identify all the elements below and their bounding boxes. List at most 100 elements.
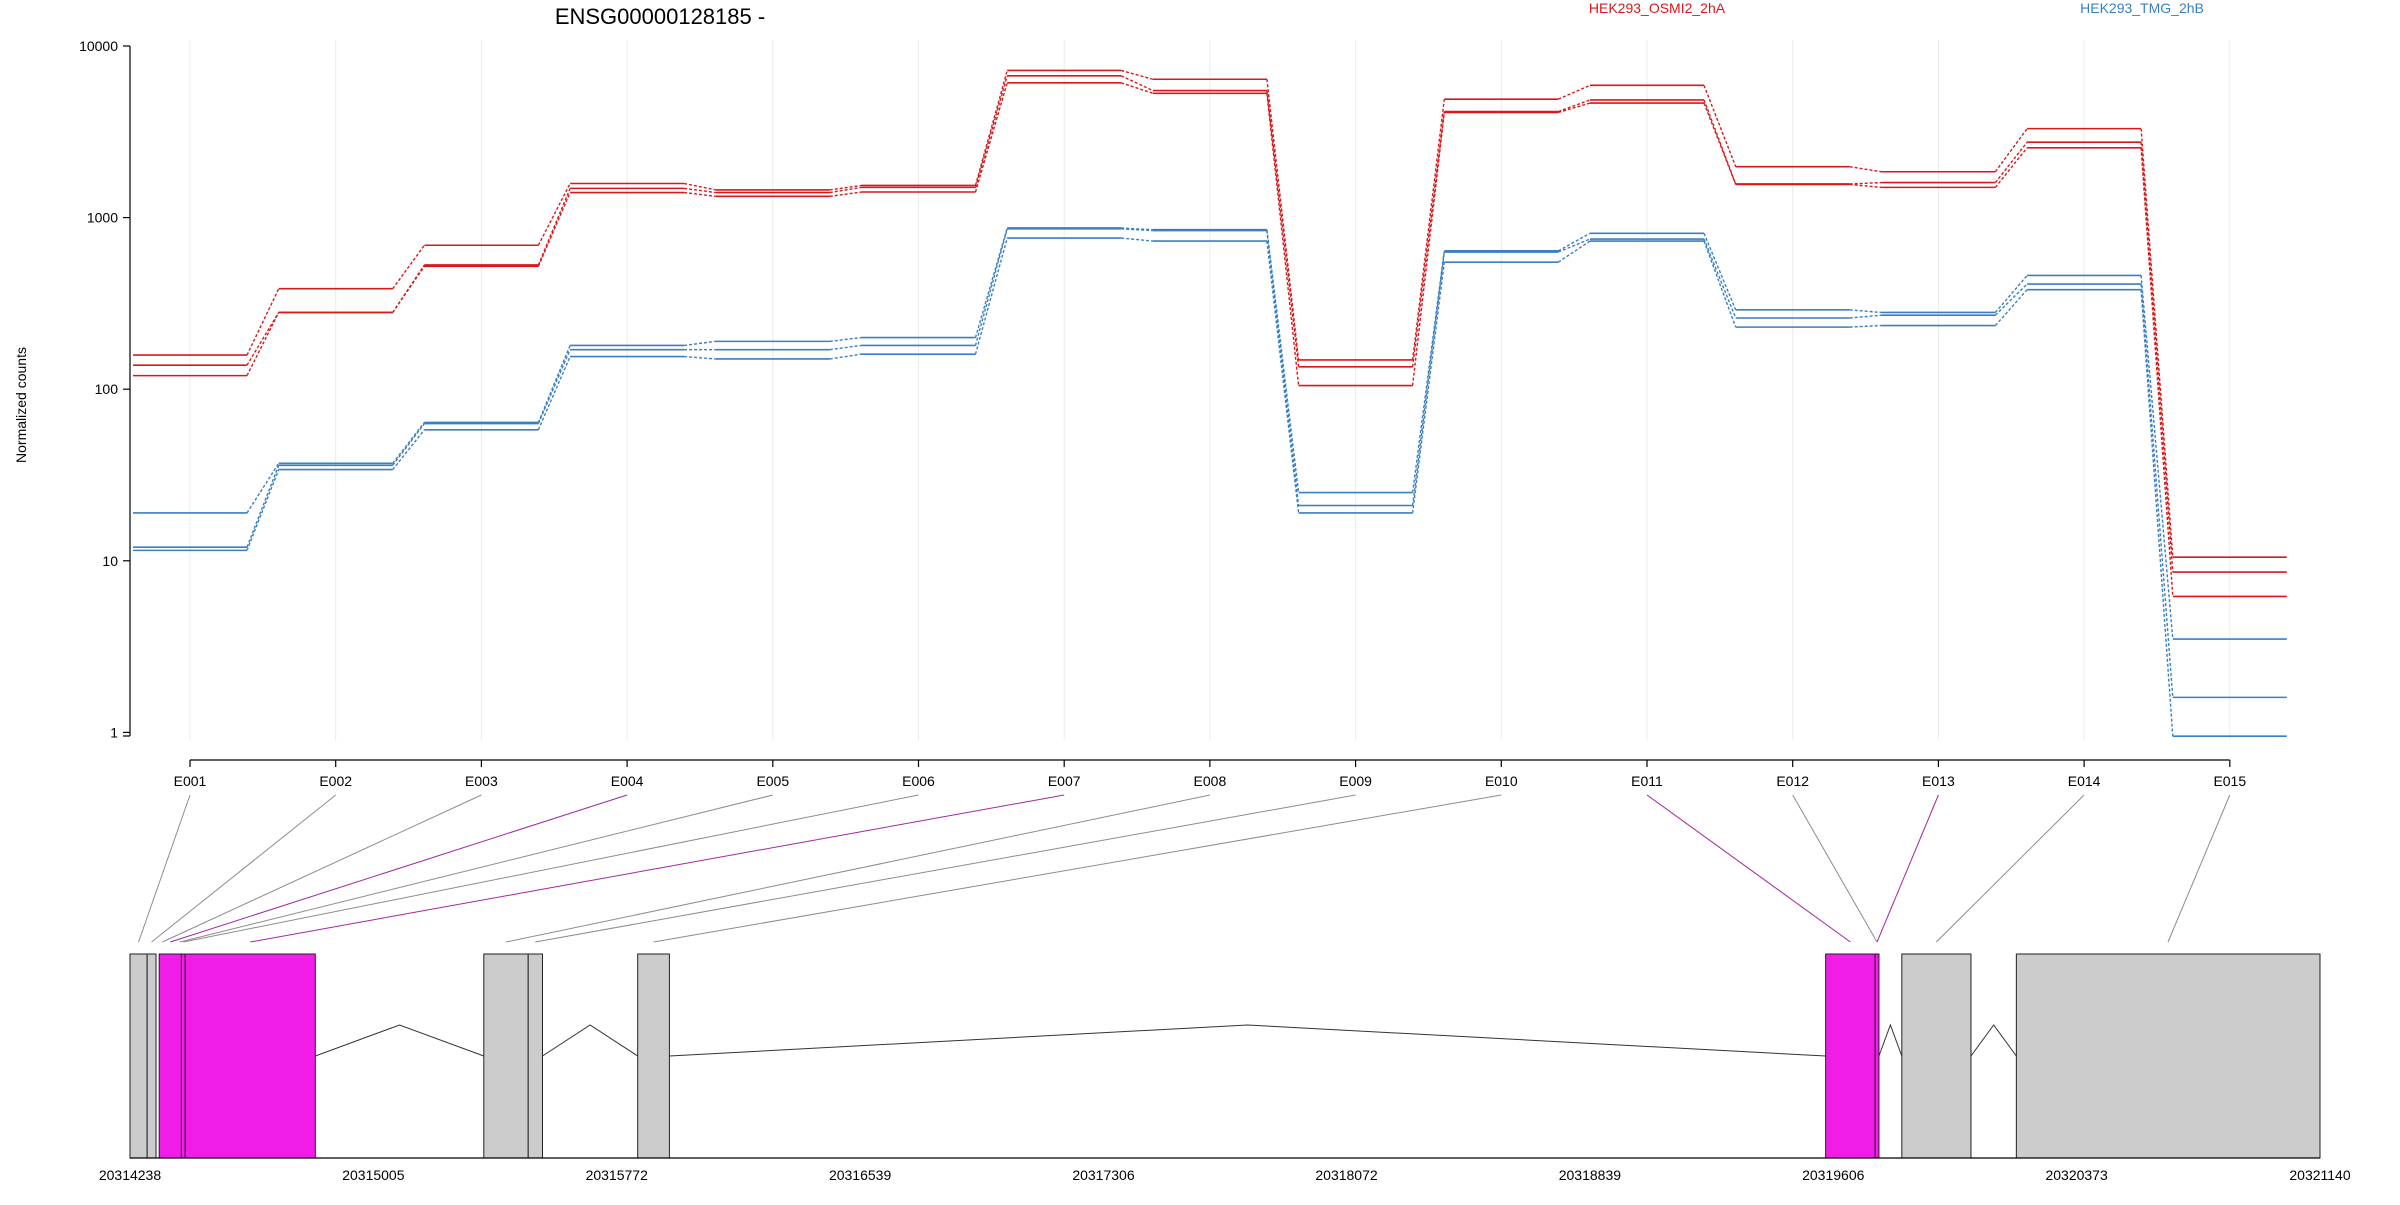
series-connector <box>246 312 280 366</box>
series-connector <box>1411 262 1445 514</box>
series-connector <box>1411 251 1445 506</box>
series-connector <box>1994 147 2028 188</box>
series-hek293_tmg_2hb-2 <box>133 228 2287 699</box>
series-connector <box>392 422 425 464</box>
series-connector <box>974 75 1008 188</box>
x-tick-label-e002: E002 <box>319 773 352 789</box>
exon-link-e011 <box>1646 794 1851 943</box>
genomic-tick-label: 20318072 <box>1315 1167 1378 1183</box>
series-connector <box>1121 237 1153 242</box>
exon-block <box>129 953 148 1159</box>
series-connector <box>2140 147 2174 597</box>
series-connector <box>1703 85 1737 167</box>
x-tick-label-e009: E009 <box>1339 773 1372 789</box>
series-connector <box>1994 141 2028 184</box>
y-axis-label: Normalized counts <box>13 347 29 463</box>
series-connector <box>537 349 571 424</box>
series-connector <box>392 265 425 313</box>
intron-line <box>1970 1024 2017 1057</box>
genomic-tick-label: 20315005 <box>342 1167 405 1183</box>
x-tick-label-e013: E013 <box>1922 773 1955 789</box>
exon-link-e004 <box>170 794 628 943</box>
series-connector <box>974 228 1008 346</box>
series-connector <box>1994 275 2028 313</box>
series-connector <box>1849 181 1882 185</box>
exon-block-highlighted <box>158 953 182 1159</box>
series-connector <box>1849 183 1882 189</box>
intron-line <box>542 1024 638 1057</box>
genomic-tick-label: 20318839 <box>1559 1167 1622 1183</box>
exon-block-highlighted <box>1825 953 1876 1159</box>
series-connector <box>1266 229 1300 493</box>
series-connector <box>1266 79 1300 361</box>
series-connector <box>829 336 862 343</box>
series-connector <box>829 344 862 351</box>
exon-link-e010 <box>653 794 1502 943</box>
y-tick-label: 100 <box>95 381 119 397</box>
x-tick-label-e012: E012 <box>1776 773 1809 789</box>
x-tick-label-e008: E008 <box>1194 773 1227 789</box>
series-connector <box>1849 166 1882 173</box>
exon-link-e006 <box>183 794 919 943</box>
chart-title: ENSG00000128185 - <box>555 4 765 29</box>
series-connector <box>1266 93 1300 386</box>
x-tick-label-e001: E001 <box>174 773 207 789</box>
y-tick-label: 10 <box>102 553 118 569</box>
series-connector <box>246 312 280 376</box>
genomic-tick-label: 20314238 <box>99 1167 162 1183</box>
series-connector <box>1558 84 1591 100</box>
x-tick-label-e006: E006 <box>902 773 935 789</box>
x-tick-label-e014: E014 <box>2068 773 2101 789</box>
exon-link-e001 <box>138 794 191 943</box>
series-connector <box>684 355 716 360</box>
exon-link-e002 <box>151 794 337 943</box>
exon-block <box>2015 953 2321 1159</box>
genomic-tick-label: 20319606 <box>1802 1167 1865 1183</box>
exon-link-e007 <box>250 794 1065 943</box>
series-connector <box>2140 275 2174 640</box>
y-tick-label: 1000 <box>87 210 118 226</box>
exon-block <box>637 953 670 1159</box>
series-connector <box>829 186 862 194</box>
series-connector <box>1849 314 1882 319</box>
series-connector <box>1994 289 2028 326</box>
genomic-tick-label: 20315772 <box>586 1167 649 1183</box>
series-connector <box>1849 309 1882 314</box>
series-hek293_tmg_2hb-1 <box>133 227 2287 640</box>
series-connector <box>537 192 571 267</box>
series-connector <box>974 227 1008 338</box>
intron-line <box>315 1024 484 1057</box>
series-connector <box>1266 90 1300 367</box>
series-connector <box>1558 99 1591 113</box>
series-connector <box>974 237 1008 355</box>
exon-block <box>483 953 529 1159</box>
series-connector <box>974 82 1008 193</box>
series-connector <box>537 356 571 431</box>
series-connector <box>1411 111 1445 367</box>
series-connector <box>1557 232 1591 252</box>
x-tick-label-e007: E007 <box>1048 773 1081 789</box>
exon-block-highlighted <box>1874 953 1880 1159</box>
y-tick-label: 10000 <box>79 38 118 54</box>
series-connector <box>1703 102 1737 185</box>
x-tick-label-e003: E003 <box>465 773 498 789</box>
exon-link-e013 <box>1876 794 1939 943</box>
x-tick-label-e004: E004 <box>611 773 644 789</box>
series-connector <box>1703 238 1737 319</box>
series-connector <box>1849 324 1882 328</box>
x-tick-label-e005: E005 <box>756 773 789 789</box>
series-connector <box>1557 240 1591 263</box>
series-connector <box>1121 69 1154 80</box>
series-connector <box>2140 283 2174 698</box>
x-tick-label-e011: E011 <box>1631 773 1663 789</box>
exon-link-e003 <box>162 794 482 943</box>
series-connector <box>392 429 425 471</box>
series-connector <box>829 184 862 191</box>
exon-link-e005 <box>179 794 773 943</box>
series-connector <box>1266 230 1300 506</box>
series-connector <box>246 465 280 548</box>
series-connector <box>537 188 571 266</box>
x-tick-label-e015: E015 <box>2213 773 2246 789</box>
series-connector <box>537 345 571 423</box>
